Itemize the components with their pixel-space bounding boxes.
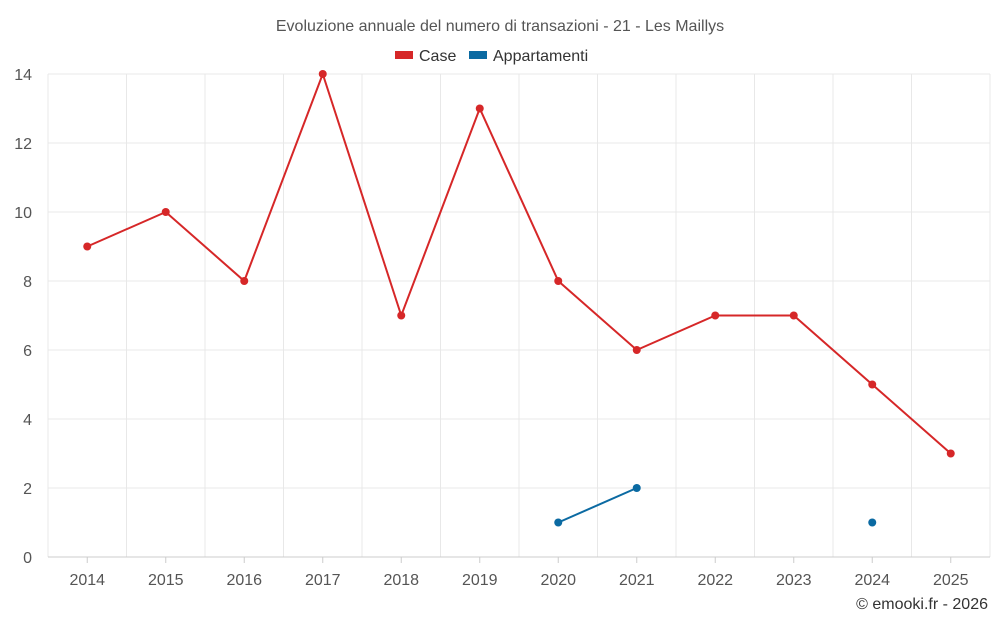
data-point-case[interactable]	[161, 208, 170, 216]
data-point-case[interactable]	[83, 242, 92, 251]
legend-label-appartamenti: Appartamenti	[493, 48, 588, 65]
data-point-case[interactable]	[318, 70, 327, 78]
legend-swatch-appartamenti	[469, 51, 487, 59]
data-point-case[interactable]	[240, 277, 249, 285]
data-point-appartamenti[interactable]	[632, 484, 641, 492]
x-tick-label: 2018	[383, 572, 419, 589]
legend-swatch-case	[395, 51, 413, 59]
y-tick-label: 4	[23, 412, 32, 429]
y-tick-label: 8	[23, 274, 32, 291]
x-tick-label: 2021	[619, 572, 655, 589]
series-line-case	[86, 70, 952, 455]
x-tick-label: 2017	[305, 572, 341, 589]
chart-title: Evoluzione annuale del numero di transaz…	[276, 18, 724, 35]
x-tick-label: 2022	[697, 572, 733, 589]
data-point-case[interactable]	[475, 104, 484, 113]
series-case	[83, 70, 955, 458]
grid	[47, 73, 991, 557]
data-point-case[interactable]	[711, 311, 720, 320]
legend-item-appartamenti[interactable]: Appartamenti	[469, 48, 588, 65]
data-point-case[interactable]	[397, 311, 406, 320]
data-point-case[interactable]	[632, 346, 641, 354]
x-tick-label: 2014	[69, 572, 105, 589]
series-appartamenti	[554, 484, 877, 527]
y-tick-label: 10	[14, 205, 32, 222]
legend-item-case[interactable]: Case	[395, 48, 456, 65]
x-tick-label: 2016	[226, 572, 262, 589]
credit-text: © emooki.fr - 2026	[856, 596, 988, 613]
x-tick-label: 2019	[462, 572, 498, 589]
x-tick-label: 2023	[776, 572, 812, 589]
x-tick-label: 2024	[854, 572, 890, 589]
axes: 0 2 4 6 8 10 12 14 2014 2015 2016 2017 2018 2019 2020 2…	[14, 67, 990, 589]
y-tick-label: 2	[23, 481, 32, 498]
legend-label-case: Case	[419, 48, 456, 65]
series-line-appartamenti	[557, 487, 638, 524]
y-tick-label: 14	[14, 67, 32, 84]
legend: Case Appartamenti	[395, 48, 588, 65]
x-tick-label: 2020	[540, 572, 576, 589]
series	[83, 70, 955, 527]
data-point-case[interactable]	[868, 380, 877, 389]
y-tick-label: 0	[23, 550, 32, 567]
data-point-case[interactable]	[946, 449, 955, 458]
data-point-case[interactable]	[554, 277, 563, 285]
x-tick-label: 2015	[148, 572, 184, 589]
y-tick-label: 6	[23, 343, 32, 360]
data-point-case[interactable]	[789, 311, 798, 320]
data-point-appartamenti[interactable]	[868, 518, 877, 527]
y-tick-label: 12	[14, 136, 32, 153]
data-point-appartamenti[interactable]	[554, 518, 563, 527]
x-tick-label: 2025	[933, 572, 969, 589]
